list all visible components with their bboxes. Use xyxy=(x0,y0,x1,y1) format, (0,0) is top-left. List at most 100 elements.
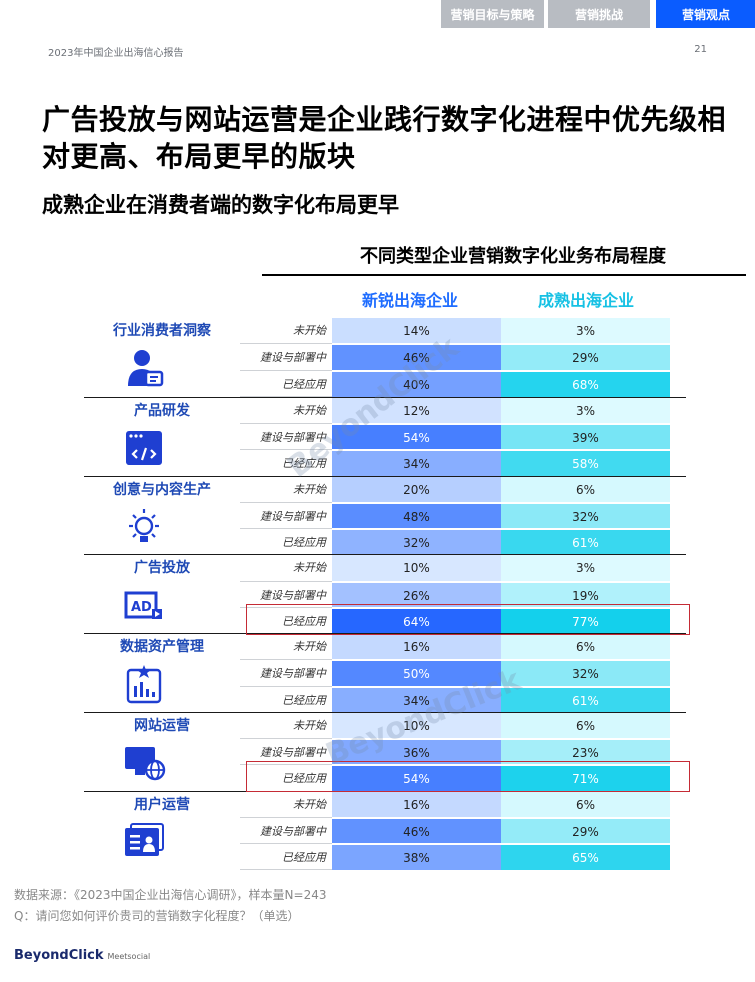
value-cell-emerging: 10% xyxy=(332,712,501,739)
value-cell-emerging: 38% xyxy=(332,845,501,871)
value-cell-mature: 29% xyxy=(501,818,670,844)
stage-label: 未开始 xyxy=(240,318,332,345)
tab-marketing-views[interactable]: 营销观点 xyxy=(656,0,755,28)
table-row: 已经应用 64% 77% xyxy=(240,607,686,634)
table-row: 未开始 10% 6% xyxy=(240,712,686,739)
tab-marketing-goals[interactable]: 营销目标与策略 xyxy=(441,0,544,28)
stage-label: 未开始 xyxy=(240,477,332,503)
table-row: 未开始 20% 6% xyxy=(240,476,686,503)
value-cell-mature: 3% xyxy=(501,397,670,424)
category-group: 行业消费者洞察 未开始 14% 3% 建设与部署中 46% 29% 已经应用 40% 68% xyxy=(84,318,686,397)
value-cell-mature: 39% xyxy=(501,425,670,451)
top-tabs: 营销目标与策略 营销挑战 营销观点 xyxy=(441,0,755,28)
stage-label: 建设与部署中 xyxy=(240,425,332,451)
stage-label: 建设与部署中 xyxy=(240,661,332,687)
value-cell-emerging: 50% xyxy=(332,661,501,687)
value-cell-emerging: 16% xyxy=(332,791,501,818)
chart-table: 行业消费者洞察 未开始 14% 3% 建设与部署中 46% 29% 已经应用 40% 68% 产品研… xyxy=(84,318,686,871)
table-row: 建设与部署中 48% 32% xyxy=(240,502,686,529)
value-cell-emerging: 32% xyxy=(332,530,501,556)
value-cell-emerging: 14% xyxy=(332,318,501,345)
value-cell-mature: 61% xyxy=(501,687,670,713)
value-cell-mature: 65% xyxy=(501,845,670,871)
report-header: 2023年中国企业出海信心报告 21 xyxy=(48,44,707,59)
table-row: 建设与部署中 54% 39% xyxy=(240,424,686,451)
value-cell-mature: 3% xyxy=(501,318,670,345)
category-group: 数据资产管理 未开始 16% 6% 建设与部署中 50% 32% 已经应用 34% 61% xyxy=(84,633,686,713)
value-cell-mature: 32% xyxy=(501,503,670,529)
column-header-emerging: 新锐出海企业 xyxy=(362,291,459,310)
chart-title: 不同类型企业营销数字化业务布局程度 xyxy=(360,246,666,267)
stage-label: 未开始 xyxy=(240,713,332,739)
value-cell-mature: 23% xyxy=(501,740,670,766)
stage-label: 未开始 xyxy=(240,398,332,424)
table-row: 建设与部署中 36% 23% xyxy=(240,739,686,766)
stage-label: 建设与部署中 xyxy=(240,583,332,608)
value-cell-emerging: 34% xyxy=(332,451,501,477)
category-group: 创意与内容生产 未开始 20% 6% 建设与部署中 48% 32% 已经应用 32% 61% xyxy=(84,475,686,556)
value-cell-mature: 77% xyxy=(501,608,670,634)
chart-title-divider xyxy=(262,274,746,276)
value-cell-mature: 61% xyxy=(501,530,670,556)
stage-label: 建设与部署中 xyxy=(240,819,332,844)
value-cell-emerging: 16% xyxy=(332,634,501,661)
brand-logo: BeyondClick Meetsocial xyxy=(14,948,150,963)
stage-label: 已经应用 xyxy=(240,530,332,556)
category-group: 用户运营 未开始 16% 6% 建设与部署中 46% 29% 已经应用 38% 65% xyxy=(84,790,686,871)
value-cell-mature: 6% xyxy=(501,476,670,503)
value-cell-mature: 6% xyxy=(501,712,670,739)
value-cell-mature: 32% xyxy=(501,661,670,687)
value-cell-emerging: 20% xyxy=(332,476,501,503)
value-cell-mature: 6% xyxy=(501,791,670,818)
page-subtitle: 成熟企业在消费者端的数字化布局更早 xyxy=(42,193,399,217)
value-cell-mature: 3% xyxy=(501,555,670,582)
category-label: 网站运营 xyxy=(134,717,190,734)
stage-label: 已经应用 xyxy=(240,845,332,871)
value-cell-mature: 29% xyxy=(501,345,670,371)
table-row: 已经应用 34% 58% xyxy=(240,450,686,477)
table-row: 已经应用 34% 61% xyxy=(240,686,686,713)
value-cell-emerging: 10% xyxy=(332,555,501,582)
table-row: 已经应用 54% 71% xyxy=(240,765,686,792)
value-cell-emerging: 46% xyxy=(332,345,501,371)
question-text: Q：请问您如何评价贵司的营销数字化程度？（单选） xyxy=(14,909,300,923)
stage-label: 已经应用 xyxy=(240,372,332,397)
value-cell-mature: 6% xyxy=(501,634,670,661)
value-cell-mature: 58% xyxy=(501,451,670,477)
stage-label: 建设与部署中 xyxy=(240,504,332,529)
stage-label: 建设与部署中 xyxy=(240,345,332,371)
value-cell-emerging: 64% xyxy=(332,608,501,634)
stage-label: 建设与部署中 xyxy=(240,740,332,766)
logo-sub: Meetsocial xyxy=(107,952,151,961)
table-row: 未开始 16% 6% xyxy=(240,634,686,661)
category-label: 数据资产管理 xyxy=(120,639,204,655)
table-row: 未开始 10% 3% xyxy=(240,555,686,582)
tab-marketing-challenges[interactable]: 营销挑战 xyxy=(548,0,650,28)
source-text: 数据来源：《2023中国企业出海信心调研》，样本量N=243 xyxy=(14,888,327,902)
category-group: 网站运营 未开始 10% 6% 建设与部署中 36% 23% 已经应用 54% 71% xyxy=(84,711,686,792)
table-row: 已经应用 32% 61% xyxy=(240,529,686,556)
report-name: 2023年中国企业出海信心报告 xyxy=(48,48,184,59)
table-row: 建设与部署中 26% 19% xyxy=(240,581,686,608)
data-chart-icon xyxy=(122,664,166,704)
page-title: 广告投放与网站运营是企业践行数字化进程中优先级相对更高、布局更早的版块 xyxy=(42,103,727,173)
category-group: 产品研发 未开始 12% 3% 建设与部署中 54% 39% 已经应用 34% 58% xyxy=(84,396,686,477)
user-card-icon xyxy=(122,822,166,862)
category-label: 创意与内容生产 xyxy=(113,481,211,498)
highlight-frame xyxy=(246,603,690,635)
table-row: 未开始 16% 6% xyxy=(240,791,686,818)
website-icon xyxy=(122,743,166,783)
logo-main: BeyondClick xyxy=(14,948,104,963)
category-label: 用户运营 xyxy=(134,796,190,813)
lightbulb-icon xyxy=(122,507,166,547)
source-note: 数据来源：《2023中国企业出海信心调研》，样本量N=243 Q：请问您如何评价… xyxy=(14,885,326,927)
category-label: 产品研发 xyxy=(134,402,190,419)
stage-label: 已经应用 xyxy=(240,688,332,713)
consumer-icon xyxy=(122,348,166,388)
value-cell-mature: 71% xyxy=(501,766,670,792)
value-cell-emerging: 36% xyxy=(332,740,501,766)
page-number: 21 xyxy=(694,44,707,55)
value-cell-emerging: 12% xyxy=(332,397,501,424)
table-row: 建设与部署中 50% 32% xyxy=(240,660,686,687)
value-cell-mature: 68% xyxy=(501,371,670,397)
